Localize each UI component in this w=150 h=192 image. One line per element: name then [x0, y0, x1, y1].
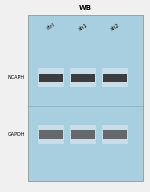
- FancyBboxPatch shape: [39, 130, 63, 139]
- Text: ctrl: ctrl: [46, 22, 56, 31]
- FancyBboxPatch shape: [38, 125, 64, 144]
- Text: WB: WB: [79, 5, 92, 11]
- FancyBboxPatch shape: [71, 130, 95, 139]
- FancyBboxPatch shape: [28, 15, 143, 181]
- FancyBboxPatch shape: [39, 74, 63, 82]
- Text: sh1: sh1: [78, 22, 88, 31]
- Text: NCAPH: NCAPH: [8, 75, 25, 80]
- FancyBboxPatch shape: [70, 69, 96, 87]
- FancyBboxPatch shape: [70, 125, 96, 144]
- FancyBboxPatch shape: [71, 74, 95, 82]
- FancyBboxPatch shape: [103, 74, 127, 82]
- Text: sh2: sh2: [110, 22, 121, 31]
- FancyBboxPatch shape: [102, 125, 128, 144]
- FancyBboxPatch shape: [102, 69, 128, 87]
- FancyBboxPatch shape: [38, 69, 64, 87]
- Text: GAPDH: GAPDH: [8, 132, 25, 137]
- FancyBboxPatch shape: [103, 130, 127, 139]
